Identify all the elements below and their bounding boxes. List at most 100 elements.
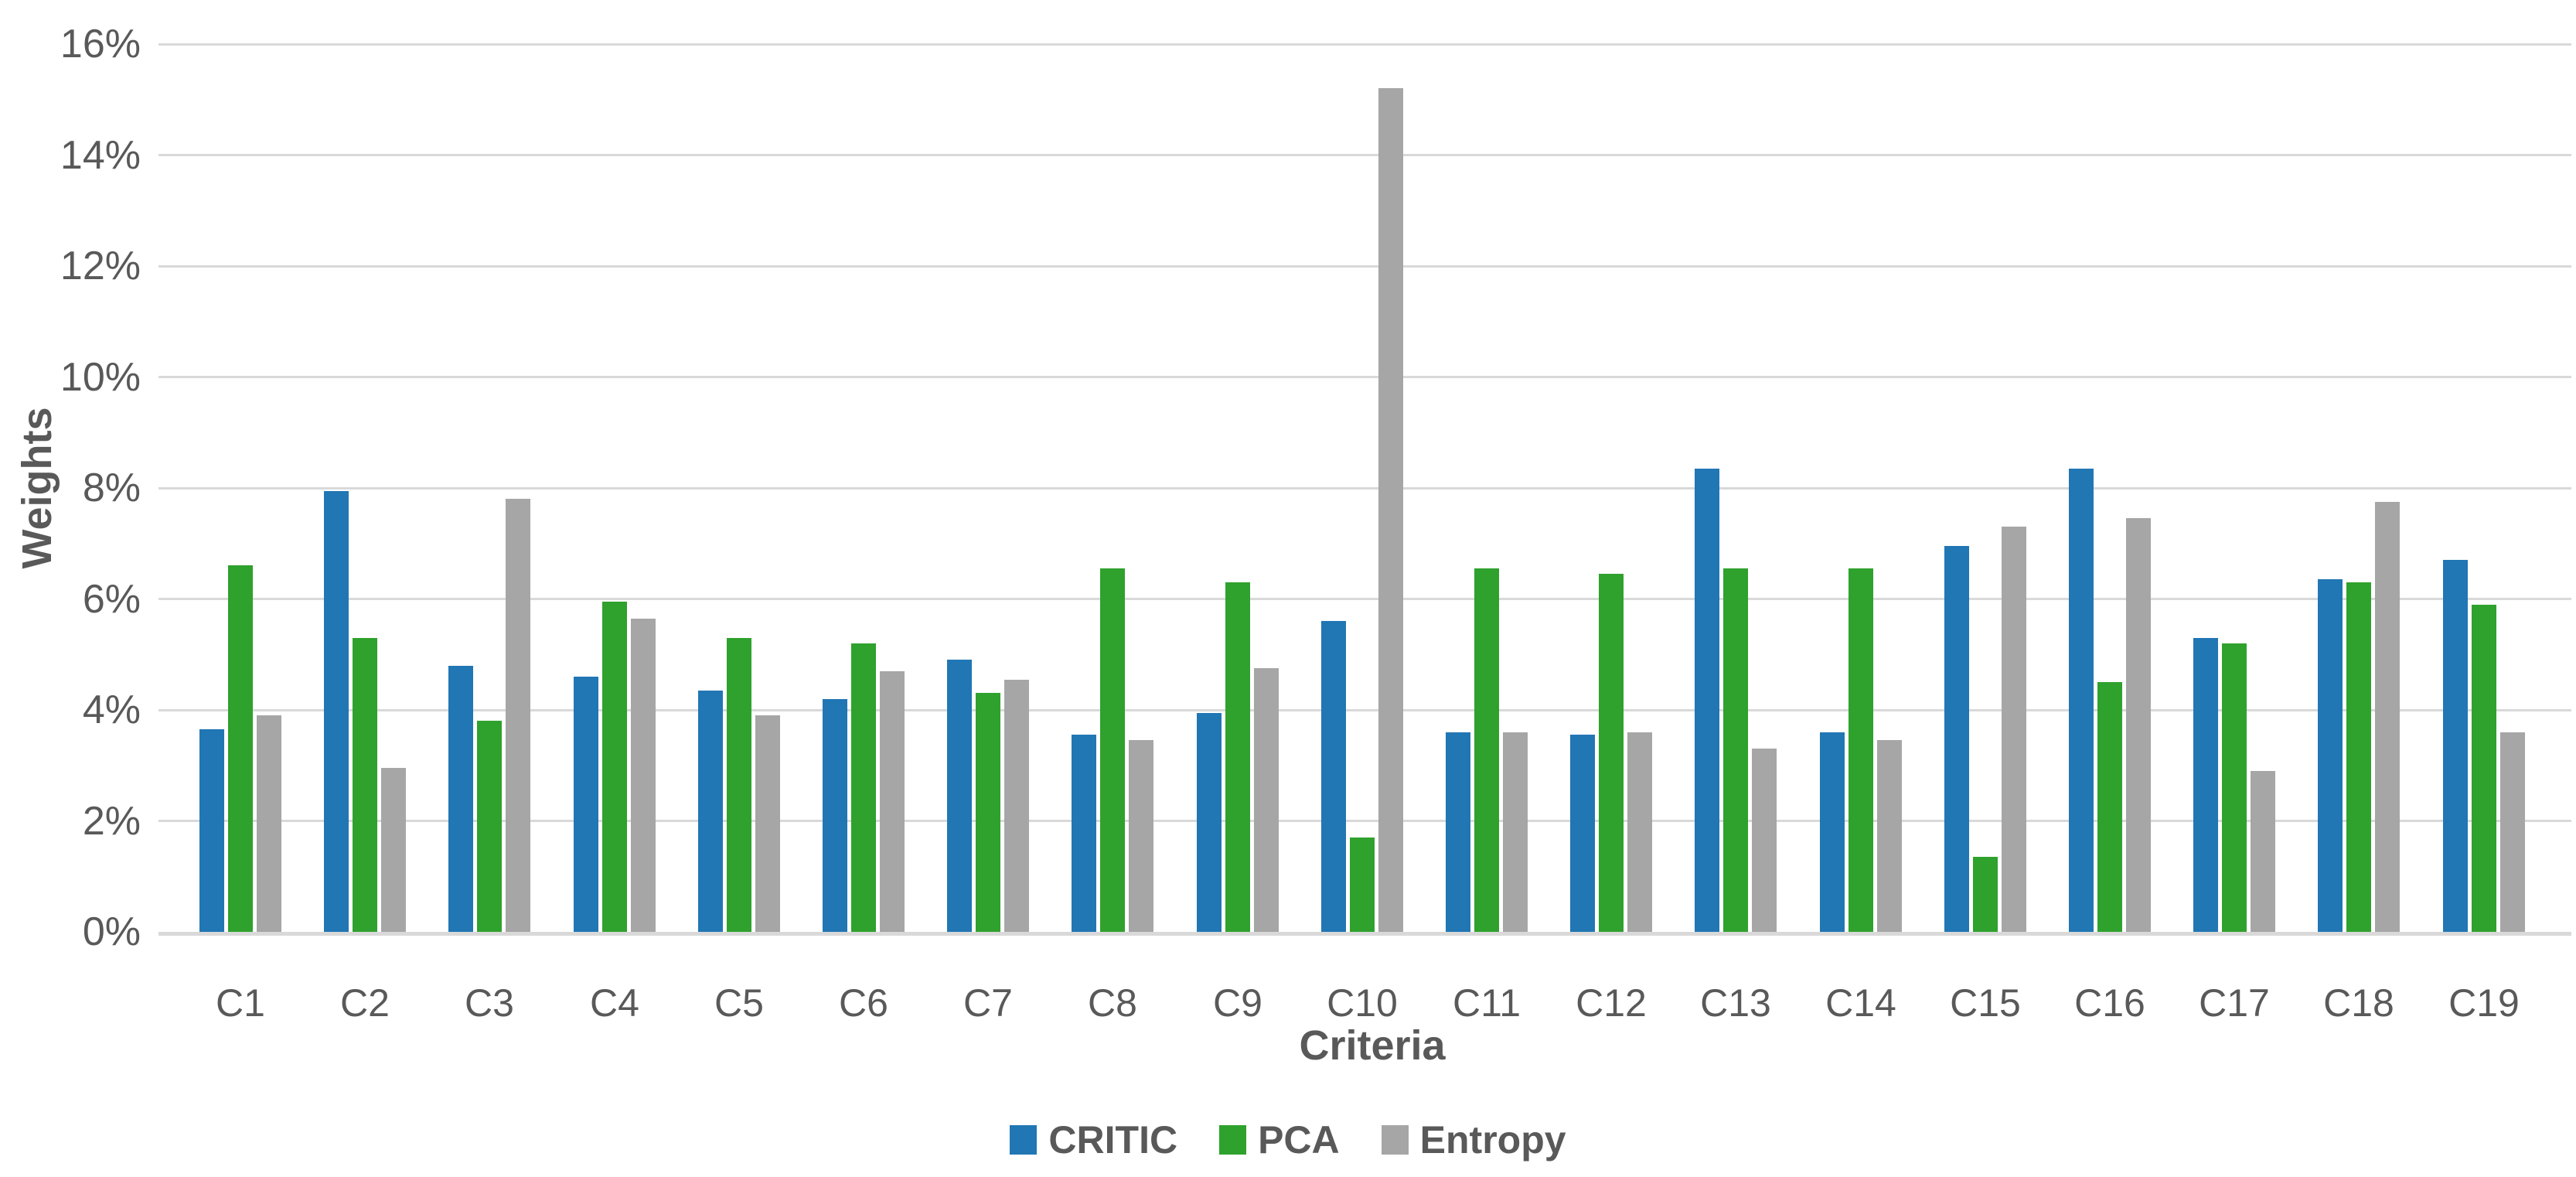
bar-pca-c16: [2097, 682, 2122, 932]
bar-entropy-c14: [1877, 740, 1902, 932]
bar-pca-c12: [1599, 574, 1624, 932]
bar-pca-c3: [477, 721, 502, 932]
x-axis-tick-label: C6: [839, 981, 888, 1025]
x-axis-tick-label: C11: [1452, 981, 1521, 1025]
bar-entropy-c18: [2375, 502, 2400, 932]
y-axis-tick-label: 4%: [82, 687, 141, 732]
bar-entropy-c9: [1254, 668, 1279, 932]
y-axis-tick-label: 0%: [82, 909, 141, 954]
gridline: [158, 598, 2571, 600]
y-axis-tick-label: 14%: [60, 133, 141, 178]
bar-pca-c14: [1849, 568, 1873, 932]
bar-critic-c4: [574, 677, 598, 932]
bar-pca-c1: [228, 565, 253, 932]
bar-pca-c17: [2222, 643, 2247, 932]
legend-label-critic: CRITIC: [1048, 1118, 1178, 1162]
y-axis-tick-label: 6%: [82, 577, 141, 622]
bar-entropy-c3: [506, 499, 530, 932]
bar-critic-c11: [1446, 732, 1470, 932]
bar-critic-c8: [1072, 735, 1096, 932]
bar-critic-c19: [2443, 560, 2468, 932]
y-axis-tick-label: 10%: [60, 355, 141, 400]
y-axis-tick-label: 2%: [82, 799, 141, 844]
x-axis-title: Criteria: [1299, 1022, 1446, 1069]
x-axis-tick-label: C5: [714, 981, 764, 1025]
x-axis-tick-label: C2: [340, 981, 390, 1025]
x-axis-tick-label: C4: [590, 981, 639, 1025]
gridline: [158, 265, 2571, 268]
x-axis-tick-label: C8: [1088, 981, 1137, 1025]
gridline: [158, 709, 2571, 711]
bar-critic-c3: [448, 666, 473, 932]
bar-pca-c15: [1973, 857, 1998, 932]
bar-entropy-c5: [755, 715, 780, 932]
x-axis-tick-label: C13: [1700, 981, 1771, 1025]
legend-swatch-critic: [1010, 1125, 1038, 1155]
legend-swatch-entropy: [1381, 1125, 1409, 1155]
bar-critic-c5: [698, 691, 723, 932]
bar-critic-c14: [1820, 732, 1845, 932]
bar-critic-c15: [1944, 546, 1969, 932]
bar-pca-c9: [1225, 582, 1250, 932]
bar-pca-c7: [976, 693, 1000, 932]
y-axis-tick-label: 8%: [82, 466, 141, 510]
gridline: [158, 376, 2571, 378]
x-axis-tick-label: C7: [963, 981, 1013, 1025]
legend-label-entropy: Entropy: [1419, 1118, 1566, 1162]
bar-entropy-c16: [2126, 518, 2151, 932]
bar-entropy-c1: [257, 715, 281, 932]
bar-critic-c16: [2069, 469, 2094, 932]
bar-entropy-c2: [381, 768, 406, 932]
bar-pca-c18: [2346, 582, 2371, 932]
bar-pca-c4: [602, 602, 627, 932]
x-axis-tick-label: C17: [2199, 981, 2270, 1025]
bar-entropy-c15: [2002, 527, 2026, 932]
legend: CRITIC PCA Entropy: [0, 1121, 2576, 1159]
x-axis-tick-label: C19: [2448, 981, 2520, 1025]
gridline: [158, 43, 2571, 46]
gridline: [158, 154, 2571, 156]
bar-entropy-c8: [1129, 740, 1153, 932]
bar-pca-c6: [851, 643, 876, 932]
bar-entropy-c19: [2500, 732, 2525, 932]
bar-entropy-c7: [1004, 680, 1029, 932]
y-axis-tick-label: 16%: [60, 22, 141, 67]
x-axis-tick-label: C10: [1327, 981, 1398, 1025]
bar-pca-c13: [1723, 568, 1748, 932]
legend-item-entropy: Entropy: [1381, 1118, 1566, 1162]
x-axis-tick-label: C14: [1825, 981, 1896, 1025]
bar-entropy-c13: [1752, 749, 1777, 932]
x-axis-tick-label: C15: [1950, 981, 2021, 1025]
x-axis-tick-label: C3: [465, 981, 514, 1025]
x-axis-tick-label: C1: [216, 981, 265, 1025]
gridline: [158, 820, 2571, 822]
bar-entropy-c4: [631, 619, 656, 932]
x-axis-tick-label: C16: [2074, 981, 2145, 1025]
x-axis-tick-label: C18: [2323, 981, 2394, 1025]
bar-entropy-c17: [2251, 771, 2275, 932]
bar-critic-c13: [1695, 469, 1719, 932]
bar-critic-c2: [324, 491, 349, 932]
bar-pca-c10: [1350, 838, 1375, 932]
bar-critic-c18: [2318, 579, 2343, 932]
bar-entropy-c12: [1627, 732, 1652, 932]
y-axis-tick-label: 12%: [60, 244, 141, 288]
bar-pca-c19: [2472, 605, 2496, 932]
bar-entropy-c6: [880, 671, 905, 932]
bar-pca-c5: [727, 638, 751, 932]
x-axis-tick-label: C12: [1576, 981, 1647, 1025]
bar-critic-c6: [823, 699, 847, 932]
bar-pca-c11: [1474, 568, 1499, 932]
bar-critic-c1: [199, 729, 224, 932]
x-axis-tick-label: C9: [1213, 981, 1262, 1025]
x-axis-line: [158, 932, 2571, 936]
bar-entropy-c11: [1503, 732, 1528, 932]
bar-pca-c2: [353, 638, 377, 932]
gridline: [158, 487, 2571, 490]
bar-critic-c10: [1321, 621, 1346, 932]
bar-critic-c12: [1570, 735, 1595, 932]
legend-swatch-pca: [1219, 1125, 1247, 1155]
bar-critic-c9: [1197, 713, 1222, 932]
bar-entropy-c10: [1378, 88, 1403, 932]
